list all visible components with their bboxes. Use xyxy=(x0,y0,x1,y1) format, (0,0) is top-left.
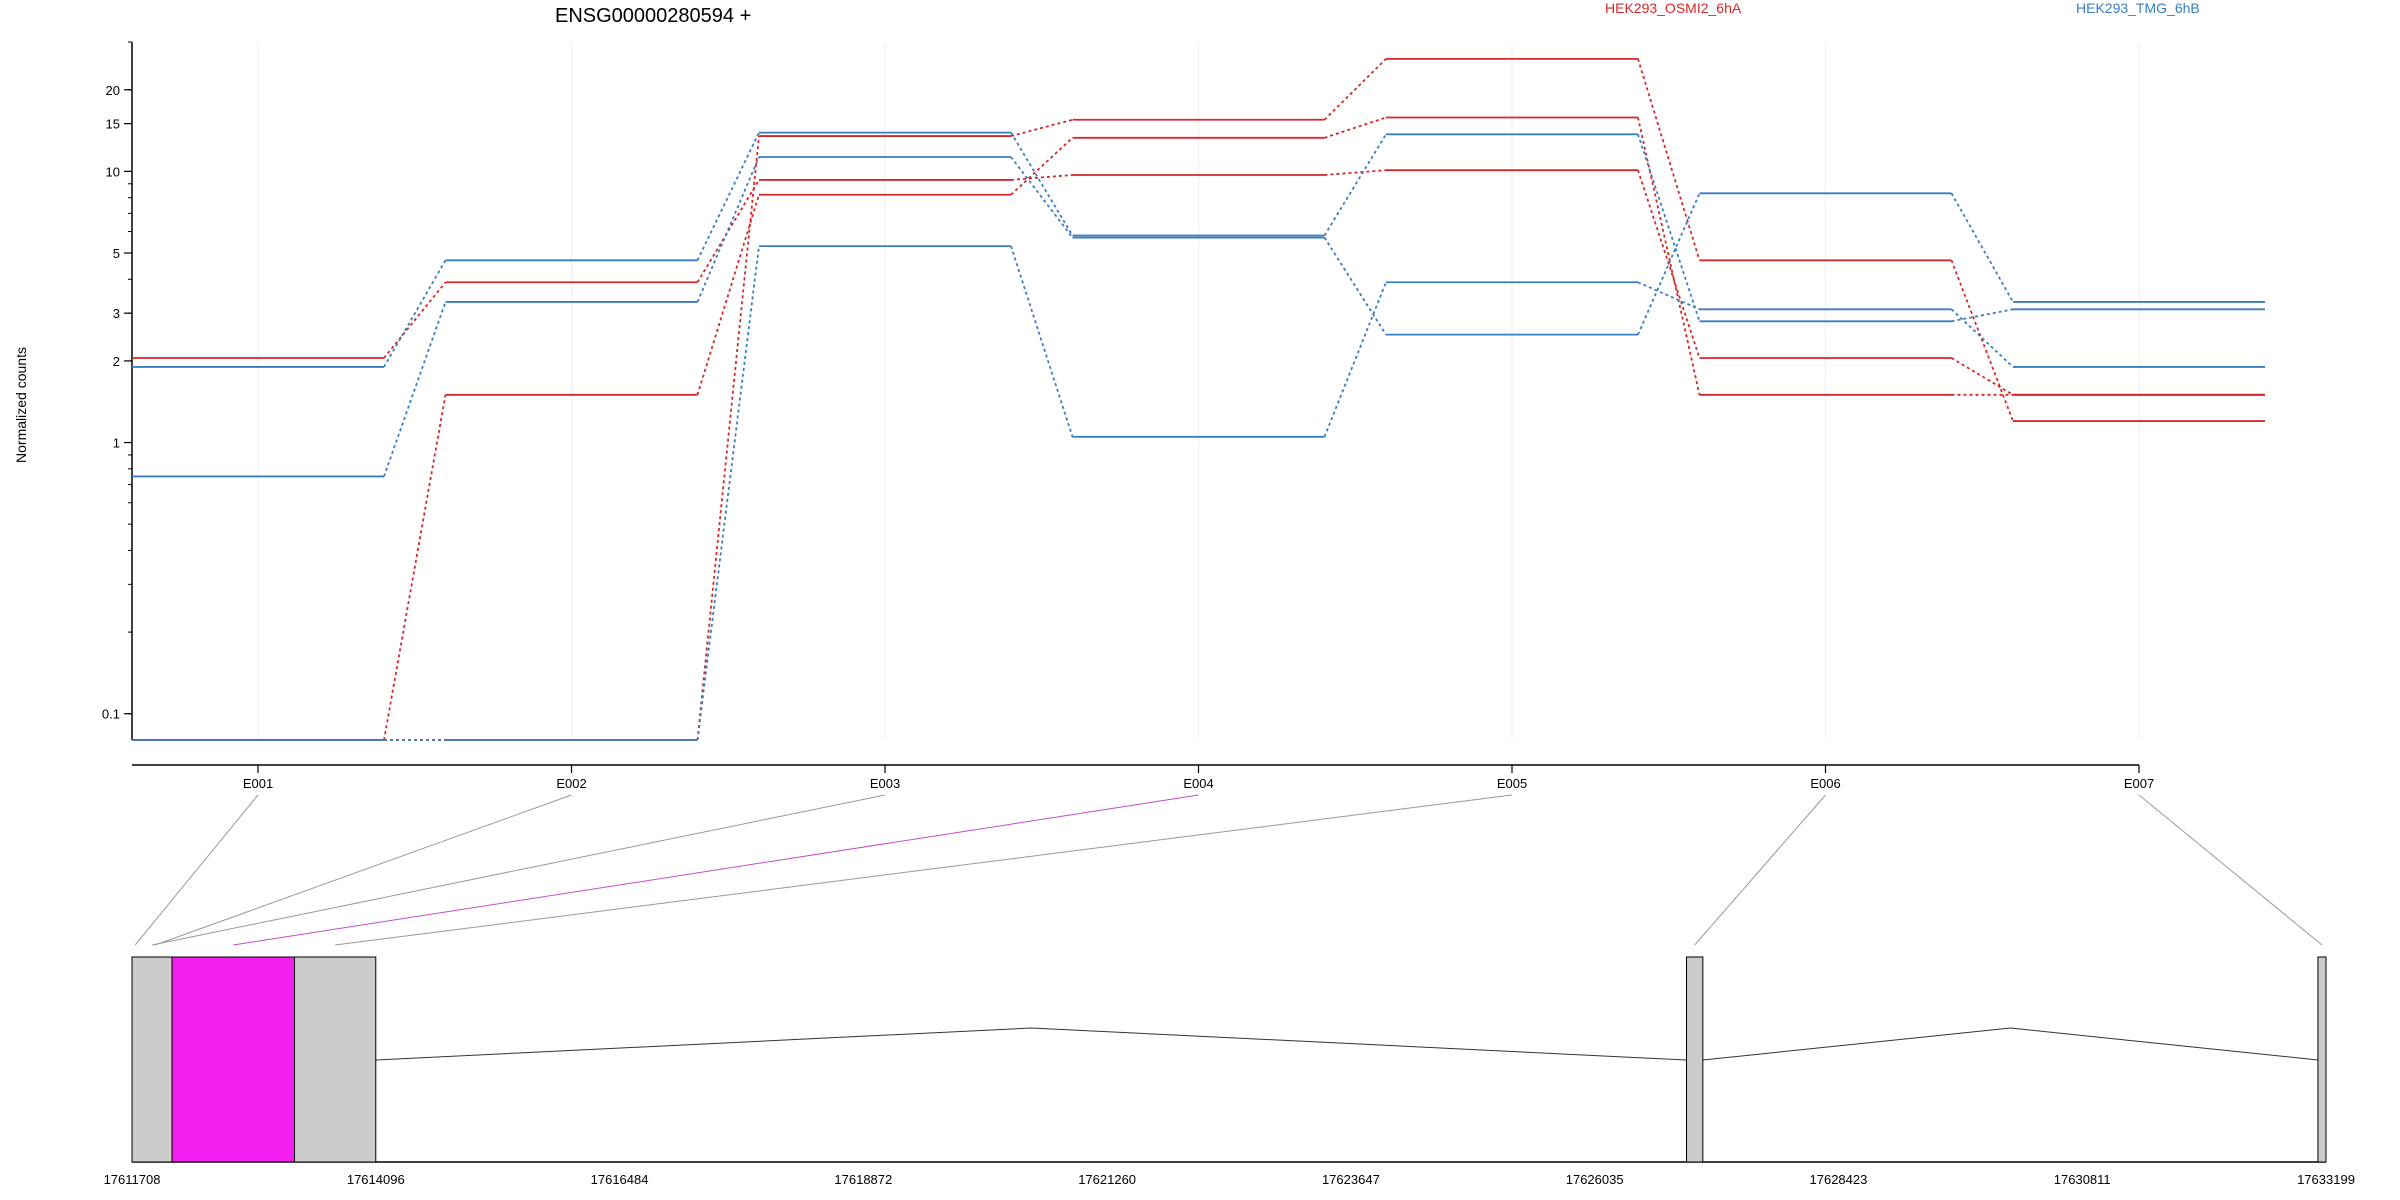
exon-connectors xyxy=(134,794,2323,946)
series-connector xyxy=(1637,281,1700,311)
series-connector xyxy=(383,259,447,368)
series-connector xyxy=(1637,117,1701,395)
series-connector xyxy=(696,246,760,741)
series-2 xyxy=(132,116,2265,741)
series-connector xyxy=(1010,174,1073,181)
series-connector xyxy=(696,132,760,261)
plot-gridlines xyxy=(257,42,2140,740)
series-3 xyxy=(132,57,2265,741)
series-5 xyxy=(132,131,2265,368)
chart-title: ENSG00000280594 + xyxy=(555,5,751,27)
x-tick-label-e006: E006 xyxy=(1810,776,1840,791)
connector-e004 xyxy=(233,794,1199,946)
x-tick-label-e001: E001 xyxy=(243,776,273,791)
genomic-tick-label: 17623647 xyxy=(1322,1172,1380,1187)
genomic-tick-label: 17626035 xyxy=(1566,1172,1624,1187)
series-connector xyxy=(1323,237,1387,336)
exon-box-e003 xyxy=(131,956,173,1163)
x-tick-label-e005: E005 xyxy=(1497,776,1527,791)
y-tick-label: 0.1 xyxy=(102,707,120,722)
series-7 xyxy=(132,245,2265,741)
series-connector xyxy=(1323,133,1387,236)
genomic-tick-label: 17621260 xyxy=(1078,1172,1136,1187)
series-connector xyxy=(1010,156,1074,239)
y-tick-label: 3 xyxy=(113,306,120,321)
series-connector xyxy=(383,301,447,477)
exon-box-e006 xyxy=(1686,956,1704,1163)
gene-model: 17611708 17614096 17616484 17618872 17621260… xyxy=(104,956,2355,1187)
series-connector xyxy=(1951,308,2014,323)
connector-e003 xyxy=(151,794,886,946)
series-connector xyxy=(1637,192,1701,336)
series-connector xyxy=(383,281,447,359)
series-connector xyxy=(1010,245,1074,438)
series-connector xyxy=(696,135,760,741)
legend-osmi2: HEK293_OSMI2_6hA xyxy=(1605,0,1742,16)
exon-box-e007 xyxy=(2317,956,2327,1163)
series-connector xyxy=(1010,118,1073,137)
exon-box-e004 xyxy=(171,956,296,1163)
genomic-tick-label: 17618872 xyxy=(834,1172,892,1187)
series-connector xyxy=(1637,169,1701,359)
series-connector xyxy=(1951,357,2014,396)
intron-line xyxy=(375,1027,1687,1061)
x-tick-label-e004: E004 xyxy=(1183,776,1213,791)
genomic-tick-label: 17628423 xyxy=(1810,1172,1868,1187)
genomic-tick-label: 17630811 xyxy=(2054,1172,2111,1187)
connector-e002 xyxy=(155,794,572,946)
y-axis-label: Normalized counts xyxy=(13,347,29,463)
series-connector xyxy=(1950,192,2014,303)
series-connector xyxy=(383,394,447,741)
y-tick-label: 15 xyxy=(106,117,120,132)
series-connector xyxy=(696,194,760,396)
y-tick-label: 1 xyxy=(113,436,120,451)
series-connector xyxy=(1637,58,1701,261)
series-connector xyxy=(1323,281,1387,438)
series-connector xyxy=(1010,137,1074,196)
x-tick-label-e003: E003 xyxy=(870,776,900,791)
series-connector xyxy=(1637,134,1701,322)
series-6 xyxy=(132,156,2265,478)
genomic-tick-label: 17616484 xyxy=(591,1172,649,1187)
series-connector xyxy=(1010,132,1074,236)
y-tick-label: 20 xyxy=(106,83,120,98)
x-tick-label-e002: E002 xyxy=(556,776,586,791)
series-connector xyxy=(1950,308,2014,368)
connector-e007 xyxy=(2138,794,2323,946)
x-tick-label-e007: E007 xyxy=(2124,776,2154,791)
y-tick-label: 2 xyxy=(113,354,120,369)
exon-box-e005 xyxy=(294,956,377,1163)
connector-e005 xyxy=(335,794,1513,946)
series-connector xyxy=(1324,116,1387,139)
y-tick-label: 5 xyxy=(113,246,120,261)
connector-e001 xyxy=(134,794,259,946)
series-connector xyxy=(696,156,760,303)
series-connector xyxy=(1950,259,2014,422)
genomic-tick-label: 17611708 xyxy=(104,1172,161,1187)
connector-e006 xyxy=(1694,794,1826,946)
series-connector xyxy=(1323,58,1387,121)
series-connector xyxy=(1324,169,1387,176)
intron-line xyxy=(1702,1027,2318,1061)
genomic-tick-label: 17633199 xyxy=(2297,1172,2355,1187)
genomic-tick-label: 17614096 xyxy=(347,1172,405,1187)
plot-axes: 0.1 1 2 3 5 10 15 20 E001 E002 E003 E004 E005 E006 E00… xyxy=(102,41,2154,791)
legend-tmg: HEK293_TMG_6hB xyxy=(2076,0,2200,16)
y-tick-label: 10 xyxy=(106,164,120,179)
series-connector xyxy=(696,179,760,283)
plot-series xyxy=(132,57,2265,741)
